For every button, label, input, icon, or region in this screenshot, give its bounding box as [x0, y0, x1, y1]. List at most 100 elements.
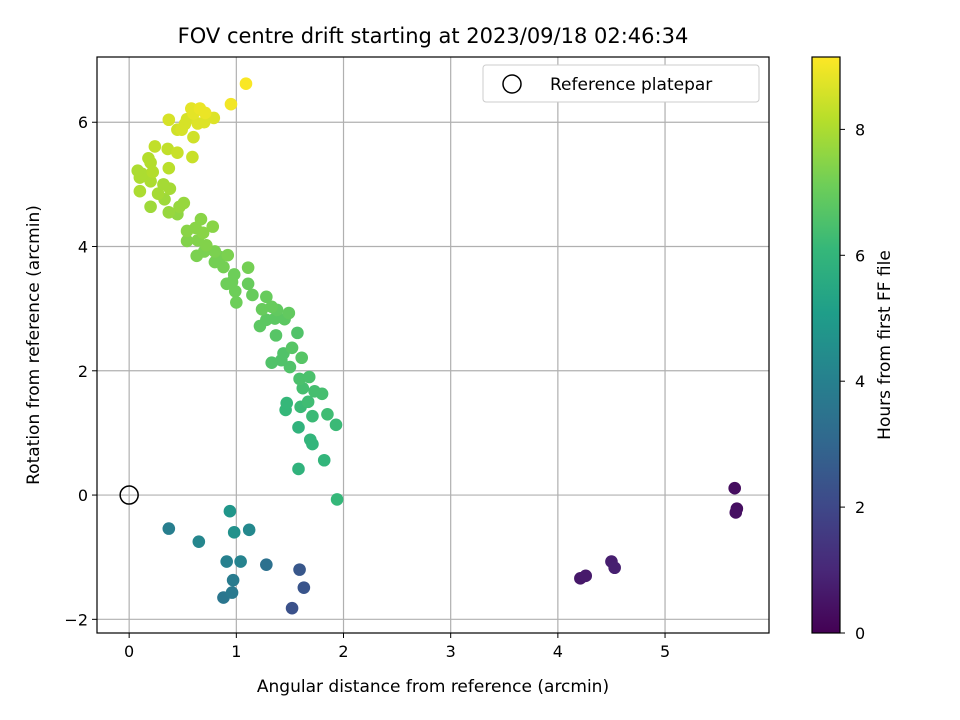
plot-frame: [96, 56, 770, 634]
data-point: [280, 396, 294, 410]
data-point: [220, 555, 233, 568]
colorbar-ticks: 0 2 4 6 8: [840, 120, 865, 643]
y-tick-label: 0: [78, 486, 88, 505]
data-point: [260, 290, 273, 304]
data-point: [157, 178, 170, 191]
data-point: [317, 453, 331, 467]
data-point: [246, 288, 259, 302]
y-tick-label: 2: [78, 362, 88, 381]
data-point: [177, 196, 191, 210]
x-tick-label: 3: [446, 642, 456, 661]
data-point: [282, 306, 296, 320]
colorbar-tick-label: 4: [855, 372, 865, 391]
data-point: [221, 248, 235, 262]
data-point: [162, 161, 176, 175]
data-point: [186, 150, 199, 164]
data-points: [131, 77, 744, 615]
data-point: [306, 437, 319, 451]
data-point: [293, 563, 306, 576]
data-point: [242, 523, 256, 537]
data-point: [306, 409, 319, 423]
data-point: [329, 418, 343, 432]
data-point: [315, 387, 329, 401]
data-point: [197, 115, 211, 129]
colorbar-tick-label: 6: [855, 246, 865, 265]
x-tick-label: 4: [553, 642, 563, 661]
data-point: [161, 142, 175, 156]
data-point: [151, 187, 165, 200]
chart-title: FOV centre drift starting at 2023/09/18 …: [178, 24, 689, 48]
y-tick-label: 6: [78, 113, 88, 132]
data-point: [162, 113, 176, 127]
data-point: [225, 586, 239, 599]
data-point: [269, 329, 283, 342]
data-point: [295, 351, 309, 365]
x-tick-label: 0: [124, 642, 134, 661]
data-point: [241, 277, 255, 291]
data-point: [330, 493, 344, 506]
data-point: [171, 146, 184, 159]
data-point: [198, 106, 212, 120]
data-point: [285, 341, 299, 355]
data-point: [133, 184, 147, 198]
data-point: [192, 535, 206, 548]
data-point: [285, 601, 299, 615]
colorbar-tick-label: 8: [855, 120, 865, 139]
data-point: [283, 360, 297, 374]
x-tick-label: 5: [660, 642, 670, 661]
data-point: [196, 226, 210, 240]
colorbar-tick-label: 0: [855, 624, 865, 643]
data-point: [194, 212, 208, 226]
colorbar-label: Hours from first FF file: [875, 250, 895, 440]
data-point: [180, 234, 194, 248]
x-tick-label: 1: [231, 642, 241, 661]
data-point: [608, 561, 621, 575]
data-point: [579, 569, 593, 583]
data-point: [297, 581, 311, 594]
legend-box: [482, 64, 760, 103]
data-point: [142, 151, 155, 165]
data-point: [301, 395, 315, 409]
legend-marker-icon: [502, 74, 522, 94]
data-point: [220, 277, 233, 291]
data-point: [239, 77, 253, 91]
colorbar: 0 2 4 6 8 Hours from first FF file: [811, 56, 895, 643]
y-tick-label: 4: [78, 238, 88, 257]
data-point: [728, 481, 742, 495]
legend-entry: Reference platepar: [550, 75, 712, 95]
data-point: [291, 326, 304, 340]
reference-marker: [119, 485, 139, 505]
data-point: [223, 504, 237, 518]
data-point: [292, 421, 305, 434]
colorbar-gradient: [811, 56, 841, 634]
data-point: [162, 522, 176, 535]
data-point: [230, 296, 243, 309]
plot-area: 0 1 2 3 4 5 −2 0 2 4 6: [64, 56, 770, 661]
data-point: [241, 261, 255, 274]
data-point: [321, 407, 334, 421]
colorbar-tick-label: 2: [855, 498, 865, 517]
y-tick-label: −2: [64, 610, 88, 629]
data-point: [226, 573, 240, 587]
legend: Reference platepar: [482, 64, 760, 103]
y-axis-ticks: −2 0 2 4 6: [64, 113, 97, 629]
data-point: [187, 130, 200, 144]
data-point: [131, 164, 145, 178]
data-point: [234, 555, 247, 568]
data-point: [227, 268, 241, 281]
data-point: [265, 300, 278, 314]
data-point: [302, 370, 316, 384]
data-point: [144, 200, 157, 214]
data-point: [729, 506, 743, 519]
data-point: [292, 462, 305, 476]
x-axis-ticks: 0 1 2 3 4 5: [124, 633, 670, 661]
data-point: [293, 372, 306, 386]
data-point: [148, 140, 162, 153]
data-point: [206, 220, 220, 233]
data-point: [255, 302, 269, 316]
y-axis-label: Rotation from reference (arcmin): [24, 205, 44, 485]
data-point: [265, 356, 278, 370]
data-point: [227, 526, 241, 539]
x-tick-label: 2: [338, 642, 348, 661]
